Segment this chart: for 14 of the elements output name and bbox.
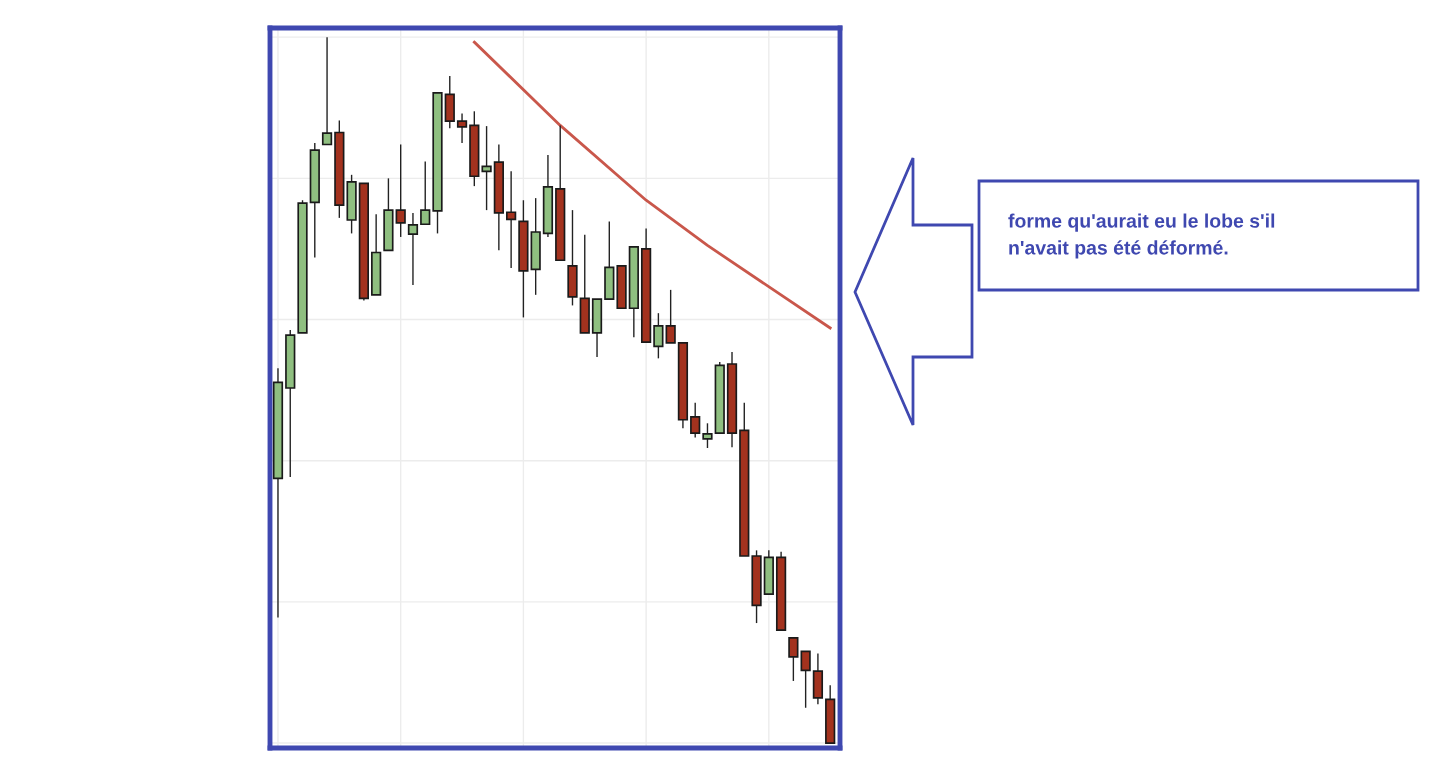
candlestick <box>800 650 811 709</box>
candlestick <box>788 637 799 682</box>
candlestick <box>690 402 701 439</box>
candlestick <box>702 422 713 449</box>
candlestick <box>653 312 664 360</box>
candlestick <box>395 143 406 238</box>
candlestick <box>420 160 431 226</box>
candlestick <box>321 36 333 146</box>
candlestick <box>481 125 492 211</box>
text: forme qu'aurait eu le lobe s'il n'avait pas été déformé. <box>1008 213 1275 259</box>
candlestick <box>506 170 517 269</box>
candlestick <box>456 112 468 144</box>
candlestick <box>407 212 419 286</box>
candlestick <box>665 289 676 344</box>
